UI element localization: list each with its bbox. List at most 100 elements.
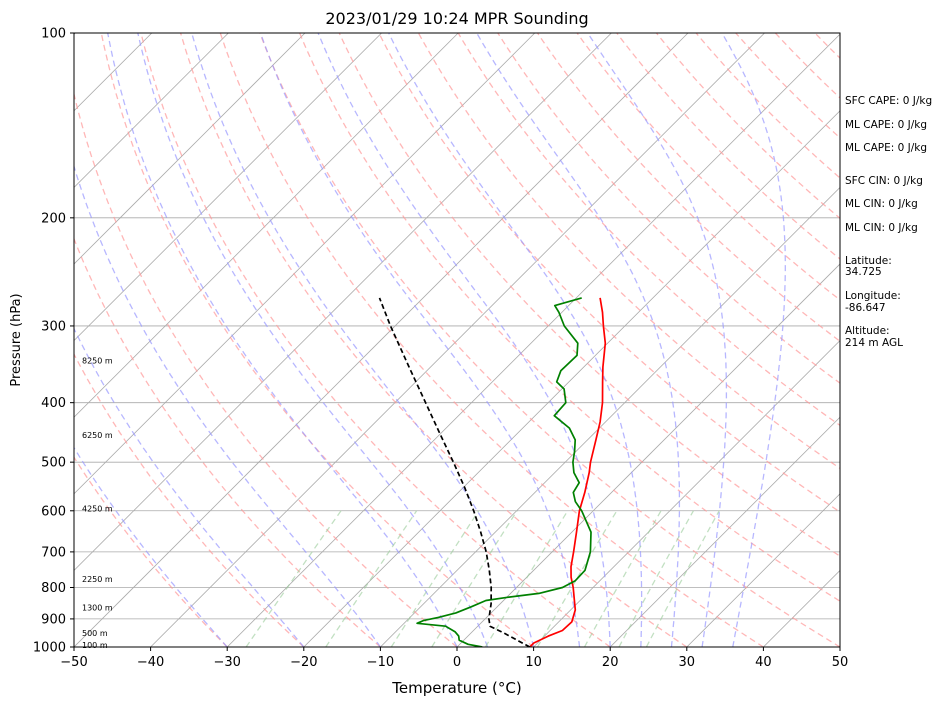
x-tick-label: 40 bbox=[755, 655, 772, 670]
height-label: 2250 m bbox=[82, 575, 113, 584]
x-axis-ticks: −50 −40 −30 −20 −10 0 10 20 30 40 50 bbox=[60, 647, 848, 670]
isotherm-line bbox=[533, 340, 840, 647]
height-label: 500 m bbox=[82, 629, 108, 638]
dry-adiabat-line bbox=[74, 237, 381, 647]
altitude-label: Altitude: bbox=[845, 325, 890, 337]
dry-adiabat-line bbox=[417, 33, 840, 470]
altitude-value: 214 m AGL bbox=[845, 337, 903, 349]
isotherm-line bbox=[74, 33, 229, 188]
sfc-cin-text: SFC CIN: 0 J/kg bbox=[845, 175, 923, 187]
isotherm-line bbox=[74, 33, 306, 265]
mixing-ratio-line bbox=[618, 510, 694, 647]
moist-adiabat-line bbox=[107, 33, 458, 647]
sounding-profiles bbox=[378, 297, 607, 647]
dry-adiabat-line bbox=[74, 91, 458, 647]
parcel-profile-line bbox=[378, 297, 531, 647]
moist-adiabat-line bbox=[259, 33, 581, 647]
x-tick-label: 30 bbox=[679, 655, 696, 670]
dry-adiabat-line bbox=[140, 33, 611, 647]
moist-adiabat-line bbox=[317, 33, 611, 647]
x-axis-label: Temperature (°C) bbox=[391, 679, 521, 697]
height-label: 1300 m bbox=[82, 604, 113, 613]
isotherm-line bbox=[226, 33, 840, 647]
y-axis-label: Pressure (hPa) bbox=[9, 293, 24, 386]
moist-adiabat-line bbox=[74, 164, 381, 647]
mixing-ratio-line bbox=[431, 510, 518, 647]
isotherm-line bbox=[74, 33, 536, 495]
moist-adiabat-line bbox=[476, 33, 681, 647]
dry-adiabat-line bbox=[259, 33, 840, 647]
ml-cape-text-2: ML CAPE: 0 J/kg bbox=[845, 142, 927, 154]
dry-adiabat-line bbox=[74, 352, 305, 647]
y-axis-ticks: 1000 900 800 700 600 500 400 300 200 100 bbox=[33, 27, 74, 656]
y-tick-label: 100 bbox=[41, 27, 66, 42]
dry-adiabat-line bbox=[298, 33, 840, 602]
isotherm-line bbox=[74, 33, 382, 342]
moist-adiabat-line bbox=[74, 446, 228, 647]
dry-adiabat-line bbox=[74, 456, 228, 647]
longitude-label: Longitude: bbox=[845, 290, 901, 302]
x-tick-label: 10 bbox=[525, 655, 542, 670]
dry-adiabat-line bbox=[735, 33, 840, 139]
y-tick-label: 300 bbox=[41, 319, 66, 334]
dry-adiabat-line bbox=[655, 33, 840, 220]
x-tick-label: −40 bbox=[137, 655, 164, 670]
dry-adiabat-line bbox=[100, 33, 534, 647]
isotherm-line bbox=[686, 493, 840, 647]
dewpoint-profile-line bbox=[416, 297, 592, 647]
y-tick-label: 900 bbox=[41, 612, 66, 627]
ml-cin-text: ML CIN: 0 J/kg bbox=[845, 198, 918, 210]
dry-adiabat-line bbox=[576, 33, 840, 301]
y-tick-label: 200 bbox=[41, 211, 66, 226]
isotherm-line bbox=[150, 33, 765, 647]
moist-adiabat-line bbox=[137, 33, 489, 647]
dry-adiabat-line bbox=[219, 33, 764, 647]
ml-cape-text: ML CAPE: 0 J/kg bbox=[845, 119, 927, 131]
mixing-ratio-line bbox=[536, 510, 618, 647]
x-tick-label: −30 bbox=[213, 655, 240, 670]
dry-adiabat-line bbox=[338, 33, 840, 557]
x-tick-label: 0 bbox=[453, 655, 461, 670]
chart-title: 2023/01/29 10:24 MPR Sounding bbox=[325, 9, 588, 28]
dry-adiabat-line bbox=[179, 33, 688, 647]
x-tick-label: 50 bbox=[832, 655, 849, 670]
temperature-profile-line bbox=[529, 297, 607, 647]
height-label: 100 m bbox=[82, 641, 108, 650]
isotherm-line bbox=[609, 416, 840, 647]
pressure-gridlines bbox=[74, 32, 840, 648]
dry-adiabat-line bbox=[378, 33, 840, 513]
y-tick-label: 800 bbox=[41, 581, 66, 596]
plot-frame bbox=[73, 32, 841, 648]
x-tick-label: −50 bbox=[60, 655, 87, 670]
x-tick-label: 20 bbox=[602, 655, 619, 670]
dry-adiabat-line bbox=[457, 33, 840, 427]
moist-adiabat-line bbox=[191, 33, 535, 647]
mixing-ratio-line bbox=[325, 510, 418, 647]
longitude-value: -86.647 bbox=[845, 302, 886, 314]
mixing-ratio-line bbox=[390, 510, 480, 647]
sfc-cape-text: SFC CAPE: 0 J/kg bbox=[845, 95, 932, 107]
moist-adiabat-line bbox=[587, 33, 728, 647]
moist-adiabat-line bbox=[721, 33, 786, 647]
height-labels: 100 m 500 m 1300 m 2250 m 4250 m 6250 m 8250 m bbox=[82, 356, 113, 650]
dry-adiabat-line bbox=[497, 33, 840, 384]
y-tick-label: 400 bbox=[41, 396, 66, 411]
y-tick-label: 500 bbox=[41, 456, 66, 471]
y-tick-label: 1000 bbox=[33, 641, 66, 656]
mixing-ratio-line bbox=[645, 510, 720, 647]
y-tick-label: 600 bbox=[41, 504, 66, 519]
height-label: 8250 m bbox=[82, 356, 113, 365]
x-tick-label: −20 bbox=[290, 655, 317, 670]
height-label: 6250 m bbox=[82, 431, 113, 440]
x-tick-label: −10 bbox=[367, 655, 394, 670]
isotherm-line bbox=[380, 186, 840, 647]
isotherm-line bbox=[74, 33, 459, 418]
mixing-ratio-line bbox=[484, 510, 569, 647]
latitude-label: Latitude: bbox=[845, 255, 892, 267]
info-panel: SFC CAPE: 0 J/kg ML CAPE: 0 J/kg ML CAPE… bbox=[845, 95, 932, 349]
isotherm-line bbox=[74, 33, 689, 647]
isotherm-line bbox=[74, 33, 612, 571]
isotherm-line bbox=[303, 110, 840, 647]
moist-adiabat-line bbox=[388, 33, 643, 647]
